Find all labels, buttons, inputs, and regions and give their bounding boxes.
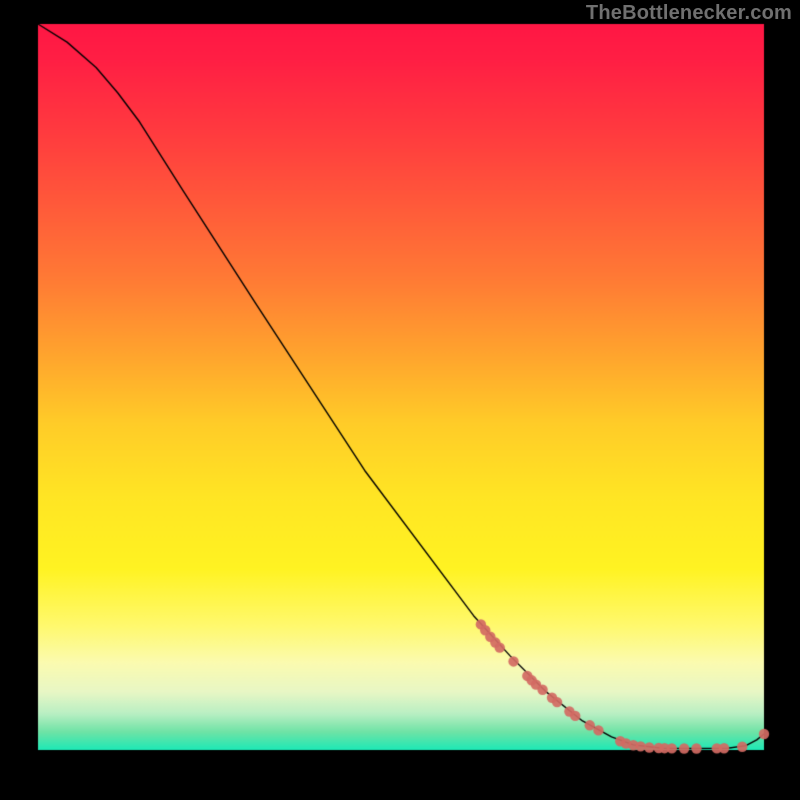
watermark-text: TheBottlenecker.com	[586, 2, 792, 25]
bottleneck-curve-chart	[0, 0, 800, 800]
chart-container: TheBottlenecker.com	[0, 0, 800, 800]
